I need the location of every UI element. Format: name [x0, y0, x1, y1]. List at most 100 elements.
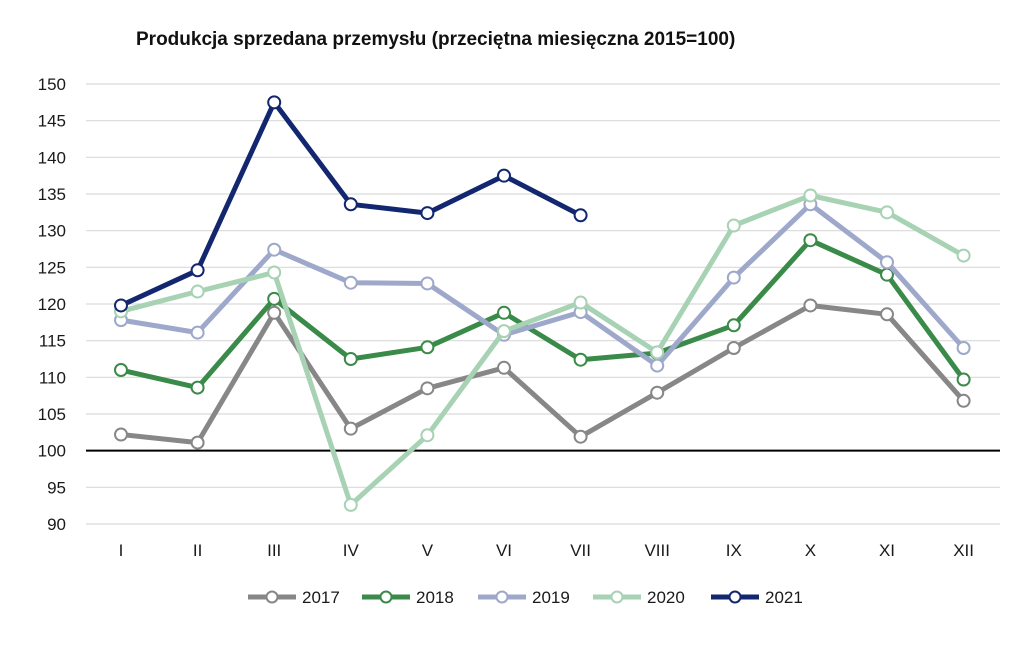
legend: 2017 2018 2019 2020 2021 — [248, 588, 803, 607]
data-point — [190, 435, 205, 450]
x-tick-label: VIII — [644, 541, 670, 560]
series-2019 — [114, 197, 971, 373]
data-point — [420, 428, 435, 443]
y-tick-label: 120 — [38, 295, 66, 314]
y-tick-label: 150 — [38, 75, 66, 94]
data-point — [190, 325, 205, 340]
data-point — [956, 393, 971, 408]
x-tick-label: VI — [496, 541, 512, 560]
data-point — [650, 358, 665, 373]
data-point — [726, 218, 741, 233]
data-point — [726, 318, 741, 333]
legend-label: 2017 — [302, 588, 340, 607]
y-tick-label: 125 — [38, 258, 66, 277]
y-tick-label: 145 — [38, 112, 66, 131]
data-point — [497, 305, 511, 320]
y-tick-label: 90 — [47, 515, 66, 534]
data-point — [114, 427, 128, 442]
series-2021 — [114, 95, 588, 313]
legend-label: 2019 — [532, 588, 570, 607]
data-point — [343, 352, 358, 366]
x-axis: I II III IV V VI VII VIII IX X XI XII — [119, 541, 974, 560]
data-point — [114, 363, 128, 377]
legend-marker — [495, 590, 509, 604]
y-tick-label: 135 — [38, 185, 66, 204]
y-tick-label: 95 — [47, 478, 66, 497]
data-point — [726, 270, 741, 285]
x-tick-label: V — [422, 541, 434, 560]
data-point — [497, 360, 511, 375]
data-point — [267, 242, 282, 257]
series-2017 — [114, 298, 971, 450]
y-tick-label: 130 — [38, 222, 66, 241]
data-point — [803, 233, 818, 248]
data-point — [190, 263, 205, 278]
legend-label: 2018 — [416, 588, 454, 607]
chart-title: Produkcja sprzedana przemysłu (przeciętn… — [136, 29, 735, 50]
legend-item-2021: 2021 — [711, 588, 803, 607]
series-2020 — [114, 188, 971, 512]
legend-item-2018: 2018 — [362, 588, 454, 607]
data-point — [573, 295, 588, 310]
data-point — [573, 429, 588, 444]
data-point — [650, 345, 665, 360]
y-tick-label: 110 — [39, 368, 66, 387]
data-point — [803, 188, 818, 203]
x-tick-label: X — [805, 541, 816, 560]
legend-item-2019: 2019 — [478, 588, 570, 607]
legend-marker — [728, 590, 742, 604]
data-point — [726, 341, 741, 355]
x-tick-label: IX — [726, 541, 742, 560]
data-point — [497, 168, 511, 183]
y-axis: 150 145 140 135 130 125 120 115 110 105 100 95 90 — [38, 75, 66, 534]
x-tick-label: III — [267, 541, 281, 560]
data-point — [420, 381, 435, 396]
data-point — [573, 352, 588, 367]
data-point — [956, 372, 971, 387]
series-line-2017 — [118, 303, 967, 446]
x-tick-label: IV — [343, 541, 360, 560]
data-point — [343, 497, 358, 512]
x-tick-label: II — [193, 541, 202, 560]
data-point — [803, 298, 818, 313]
series-line-2018 — [118, 237, 967, 391]
data-point — [267, 95, 282, 110]
data-point — [880, 205, 894, 220]
data-point — [880, 307, 894, 322]
data-point — [420, 206, 435, 221]
data-point — [956, 248, 971, 263]
data-point — [114, 298, 128, 313]
data-point — [880, 255, 894, 270]
data-point — [650, 385, 665, 400]
y-tick-label: 105 — [38, 405, 66, 424]
x-tick-label: XII — [953, 541, 974, 560]
data-point — [343, 421, 358, 436]
data-point — [190, 380, 205, 395]
y-tick-label: 140 — [38, 148, 66, 167]
y-tick-label: 115 — [39, 332, 66, 351]
x-tick-label: VII — [570, 541, 591, 560]
y-tick-label: 100 — [38, 442, 66, 461]
data-point — [420, 340, 435, 355]
data-point — [190, 284, 205, 299]
data-point — [343, 197, 358, 212]
data-point — [267, 265, 282, 280]
legend-marker — [379, 590, 393, 604]
legend-marker — [265, 590, 279, 604]
data-point — [420, 276, 435, 291]
data-point — [267, 305, 282, 320]
data-point — [956, 341, 971, 355]
x-tick-label: XI — [879, 541, 895, 560]
series-layer — [114, 95, 971, 512]
data-point — [343, 275, 358, 290]
data-point — [497, 324, 511, 339]
legend-label: 2020 — [647, 588, 685, 607]
legend-marker — [610, 590, 624, 604]
data-point — [573, 208, 588, 223]
series-line-2020 — [118, 193, 967, 508]
data-point — [267, 291, 282, 306]
series-line-2019 — [118, 201, 967, 369]
legend-item-2020: 2020 — [593, 588, 685, 607]
x-tick-label: I — [119, 541, 124, 560]
